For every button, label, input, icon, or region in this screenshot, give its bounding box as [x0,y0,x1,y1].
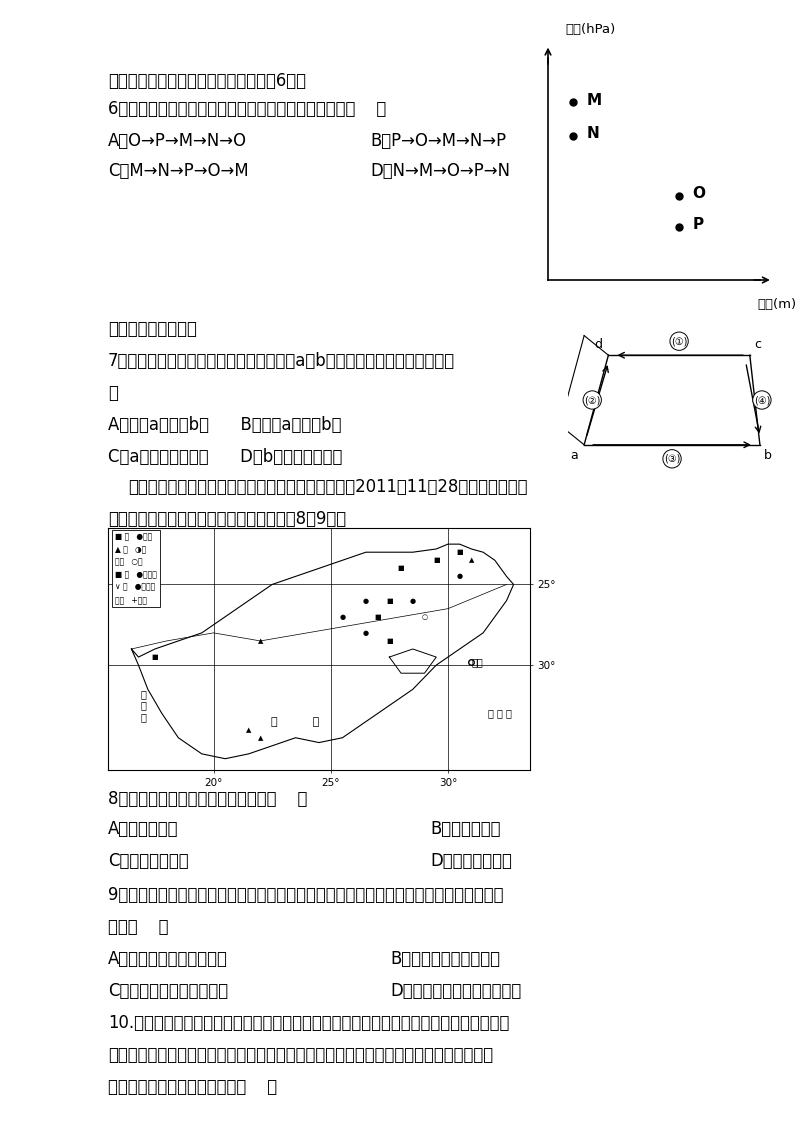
Text: 是: 是 [108,384,118,402]
Text: ○: ○ [422,614,427,619]
Text: 南          非: 南 非 [271,717,320,727]
Text: C．对太阳辐射的吸收增强: C．对太阳辐射的吸收增强 [108,981,228,1000]
Text: A．气压a地低于b地      B．气温a地低于b地: A．气压a地低于b地 B．气温a地低于b地 [108,415,342,434]
Text: 热量平衡示意图。二氧化碳含量增多，导致大气对地面保温作用增强，下列数字所示环节: 热量平衡示意图。二氧化碳含量增多，导致大气对地面保温作用增强，下列数字所示环节 [108,1046,493,1064]
Text: 读某地近地面和高空四点气压图，回答6题。: 读某地近地面和高空四点气压图，回答6题。 [108,72,306,91]
Text: ●: ● [457,574,462,580]
Text: ●: ● [363,629,369,636]
Text: ■: ■ [151,654,158,660]
Text: ▲: ▲ [469,557,474,564]
Text: (③): (③) [664,454,680,464]
Text: M: M [586,93,602,108]
Text: P: P [692,217,703,232]
Text: A．工矿业发达: A．工矿业发达 [108,820,178,838]
Text: (①): (①) [671,336,687,346]
Text: ▲: ▲ [258,735,263,740]
Text: 9．人类活动引起的温室效应增强是德班气候大会关注的焦点，温室效应增强的大气过程是: 9．人类活动引起的温室效应增强是德班气候大会关注的焦点，温室效应增强的大气过程是 [108,886,503,904]
Text: 印 度 洋: 印 度 洋 [487,709,511,719]
Text: ■: ■ [386,638,393,644]
Text: ▲: ▲ [246,727,251,732]
Text: D．N→M→O→P→N: D．N→M→O→P→N [370,162,510,180]
Text: ■: ■ [433,557,439,564]
Text: ■: ■ [398,565,404,572]
Text: ●: ● [339,614,346,619]
Text: 大气（    ）: 大气（ ） [108,918,169,936]
Text: A．O→P→M→N→O: A．O→P→M→N→O [108,132,247,151]
Text: a: a [570,449,578,462]
Text: C．M→N→P→O→M: C．M→N→P→O→M [108,162,249,180]
Text: 读图完成下面小题。: 读图完成下面小题。 [108,320,197,338]
Text: 与大气保温作用直接相关的有（    ）: 与大气保温作用直接相关的有（ ） [108,1078,277,1096]
Text: 《联合国气候变化框架公约》第十七次缔约方会议于2011年11月28日在南非德班召: 《联合国气候变化框架公约》第十七次缔约方会议于2011年11月28日在南非德班召 [128,478,527,496]
Text: (②): (②) [584,395,601,405]
Text: ●: ● [410,598,416,603]
Text: 大
西
洋: 大 西 洋 [140,689,146,722]
Text: c: c [754,338,762,351]
Text: ■: ■ [374,614,381,619]
Text: 海拔(m): 海拔(m) [758,298,797,311]
Text: D．射向宇宙空间的辐射增强: D．射向宇宙空间的辐射增强 [390,981,522,1000]
Text: N: N [586,126,599,142]
Text: 开。下图是南非矿产资源分布图，读图回答8～9题。: 开。下图是南非矿产资源分布图，读图回答8～9题。 [108,511,346,528]
Text: 气压(hPa): 气压(hPa) [565,23,615,36]
Text: C．a地空气受热下降      D．b地空气冷却下降: C．a地空气受热下降 D．b地空气冷却下降 [108,448,342,466]
Text: ■ 煤   ●铅锌
▲ 铁   ◑铀
㎝锰   ○金
■ 铬   ●磷灰石
∨ 钒   ●金刚石
－铜   +石棉: ■ 煤 ●铅锌 ▲ 铁 ◑铀 ㎝锰 ○金 ■ 铬 ●磷灰石 ∨ 钒 ●金刚石 －… [115,533,157,604]
Text: B．P→O→M→N→P: B．P→O→M→N→P [370,132,506,151]
Text: ■: ■ [386,598,393,603]
Text: A．对太阳辐射的散射增强: A．对太阳辐射的散射增强 [108,950,228,968]
Text: B．人口数量大: B．人口数量大 [430,820,501,838]
Text: B．射向地面的辐射增强: B．射向地面的辐射增强 [390,950,500,968]
Text: 6．若近地面和高空四点构成热力环流，则流动方向为（    ）: 6．若近地面和高空四点构成热力环流，则流动方向为（ ） [108,100,386,118]
Text: d: d [594,338,602,351]
Text: ●: ● [363,598,369,603]
Text: 7．若此图为热力环流示意图，则图中关于a、b两地大气状况的叙述，正确的: 7．若此图为热力环流示意图，则图中关于a、b两地大气状况的叙述，正确的 [108,352,455,370]
Text: ■: ■ [456,549,463,555]
Text: b: b [764,449,772,462]
Text: 10.大气中二氧化碳含量增多导致全球气候变化，已成为全球关注的热点问题。下图为地球: 10.大气中二氧化碳含量增多导致全球气候变化，已成为全球关注的热点问题。下图为地… [108,1014,510,1032]
Text: 德班: 德班 [471,657,483,667]
Text: (④): (④) [754,395,770,405]
Text: 8．南非人均碳排放高的主要原因是（    ）: 8．南非人均碳排放高的主要原因是（ ） [108,790,307,808]
Text: C．森林覆盖率高: C．森林覆盖率高 [108,852,189,871]
Text: D．石油资源丰富: D．石油资源丰富 [430,852,512,871]
Text: O: O [692,186,705,200]
Text: ▲: ▲ [258,638,263,644]
